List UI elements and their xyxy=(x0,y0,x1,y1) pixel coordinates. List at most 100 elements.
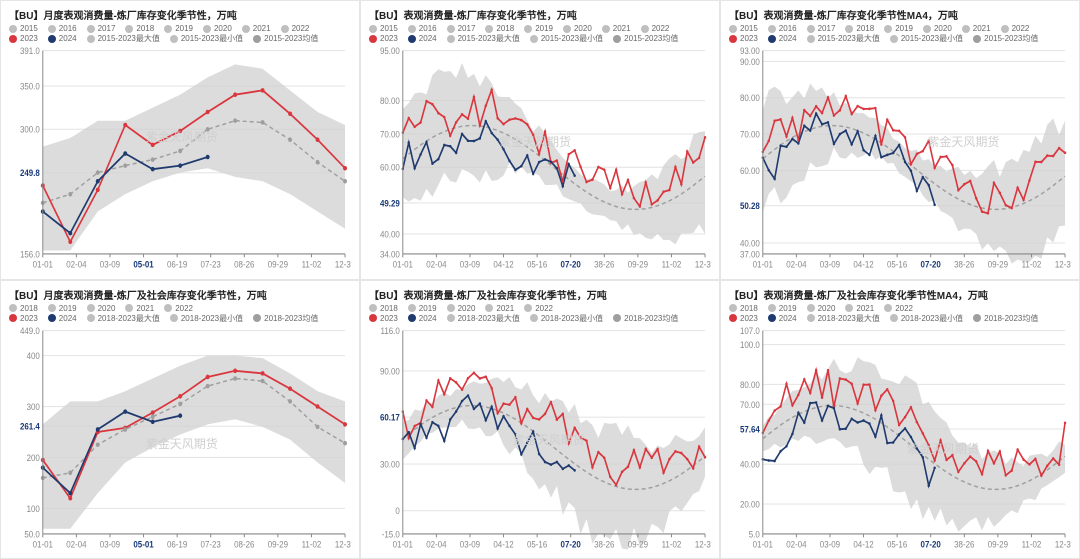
data-point xyxy=(904,136,906,139)
data-point xyxy=(845,129,847,132)
legend-swatch xyxy=(884,304,892,312)
x-tick-label: 11-02 xyxy=(302,539,322,550)
data-point xyxy=(645,181,647,184)
data-point xyxy=(797,411,799,414)
data-point xyxy=(898,130,900,133)
x-tick-label: 05-01 xyxy=(133,539,154,550)
x-tick-label: 07-20 xyxy=(921,259,942,270)
data-point xyxy=(898,144,900,147)
data-point xyxy=(633,448,635,451)
legend-swatch xyxy=(524,25,532,33)
legend-swatch xyxy=(125,304,133,312)
y-tick-label: 95.00 xyxy=(380,46,400,56)
x-tick-label: 02-04 xyxy=(786,259,807,270)
legend-swatch xyxy=(87,25,95,33)
y-tick-label: 40.00 xyxy=(740,459,760,470)
data-point xyxy=(520,165,522,168)
legend-swatch xyxy=(729,304,737,312)
data-point xyxy=(419,121,421,124)
data-point xyxy=(123,409,127,414)
chart-area: -15.0030.0060.1790.00116.001-0102-0403-0… xyxy=(369,326,711,555)
data-point xyxy=(797,142,799,145)
data-point xyxy=(491,88,493,91)
data-point xyxy=(261,88,265,93)
data-point xyxy=(178,401,182,406)
data-point xyxy=(178,149,182,154)
data-point xyxy=(639,205,641,208)
data-point xyxy=(999,450,1001,453)
legend-series: 2015-2023最大值 xyxy=(447,33,520,44)
data-point xyxy=(809,115,811,118)
y-tick-label: 49.29 xyxy=(380,198,400,209)
legend-series: 2015-2023最小值 xyxy=(530,33,603,44)
data-point xyxy=(910,169,912,172)
data-point xyxy=(316,137,320,142)
data-point xyxy=(827,121,829,124)
data-point xyxy=(981,472,983,475)
legend-label: 2015-2023最大值 xyxy=(818,33,880,44)
data-point xyxy=(686,457,688,460)
data-point xyxy=(233,92,237,97)
x-tick-label: 03-09 xyxy=(100,259,121,270)
data-point xyxy=(633,197,635,200)
data-point xyxy=(886,154,888,157)
data-point xyxy=(827,368,829,371)
legend-year: 2015 xyxy=(729,24,758,33)
data-point xyxy=(68,470,72,475)
legend-swatch xyxy=(369,25,377,33)
data-point xyxy=(1034,457,1036,460)
legend-label: 2021 xyxy=(973,24,991,33)
y-tick-label: 37.00 xyxy=(740,249,760,260)
legend-year: 2017 xyxy=(807,24,836,33)
legend-year: 2020 xyxy=(447,304,476,313)
data-point xyxy=(627,465,629,468)
legend-label: 2018-2023均值 xyxy=(984,313,1038,324)
data-point xyxy=(562,185,564,188)
legend-swatch xyxy=(164,25,172,33)
legend-year: 2022 xyxy=(884,304,913,313)
data-point xyxy=(413,167,415,170)
legend-swatch xyxy=(524,304,532,312)
data-point xyxy=(496,117,498,120)
legend-swatch xyxy=(242,25,250,33)
data-point xyxy=(1005,204,1007,207)
legend-label: 2018-2023均值 xyxy=(264,313,318,324)
legend-swatch xyxy=(9,25,17,33)
chart-area: 5.020.0040.0057.6470.0080.00100.0107.001… xyxy=(729,326,1071,555)
data-point xyxy=(431,420,433,423)
legend-label: 2023 xyxy=(20,314,38,323)
data-point xyxy=(916,420,918,423)
y-tick-label: 80.00 xyxy=(380,95,400,106)
legend-label: 2020 xyxy=(214,24,232,33)
legend-label: 2018-2023最大值 xyxy=(458,313,520,324)
data-point xyxy=(833,114,835,117)
data-point xyxy=(933,459,935,462)
y-tick-label: 449.0 xyxy=(20,326,40,336)
y-tick-label: 116.0 xyxy=(381,326,400,336)
data-point xyxy=(544,460,546,463)
data-point xyxy=(987,449,989,452)
data-point xyxy=(839,427,841,430)
data-point xyxy=(609,187,611,190)
data-point xyxy=(479,377,481,380)
legend-label: 2020 xyxy=(818,304,836,313)
legend-series: 2018-2023均值 xyxy=(253,313,318,324)
legend-swatch xyxy=(962,25,970,33)
data-point xyxy=(568,442,570,445)
legend: 2015201620172018201920202021202220232024… xyxy=(729,24,1071,44)
data-point xyxy=(821,123,823,126)
legend-year: 2022 xyxy=(164,304,193,313)
x-tick-label: 07-20 xyxy=(921,539,942,550)
x-tick-label: 12-31 xyxy=(335,259,351,270)
y-tick-label: -15.0 xyxy=(382,528,400,539)
legend-series: 2023 xyxy=(9,34,38,43)
x-tick-label: 04-12 xyxy=(493,539,514,550)
legend-label: 2024 xyxy=(779,34,797,43)
data-point xyxy=(975,197,977,200)
legend-label: 2021 xyxy=(496,304,514,313)
panel-5: 【BU】表观消费量-炼厂及社会库存变化季节性MA4，万吨201820192020… xyxy=(720,280,1080,559)
y-tick-label: 60.00 xyxy=(380,162,400,173)
data-point xyxy=(343,166,347,171)
x-tick-label: 03-09 xyxy=(460,539,481,550)
data-point xyxy=(413,424,415,427)
